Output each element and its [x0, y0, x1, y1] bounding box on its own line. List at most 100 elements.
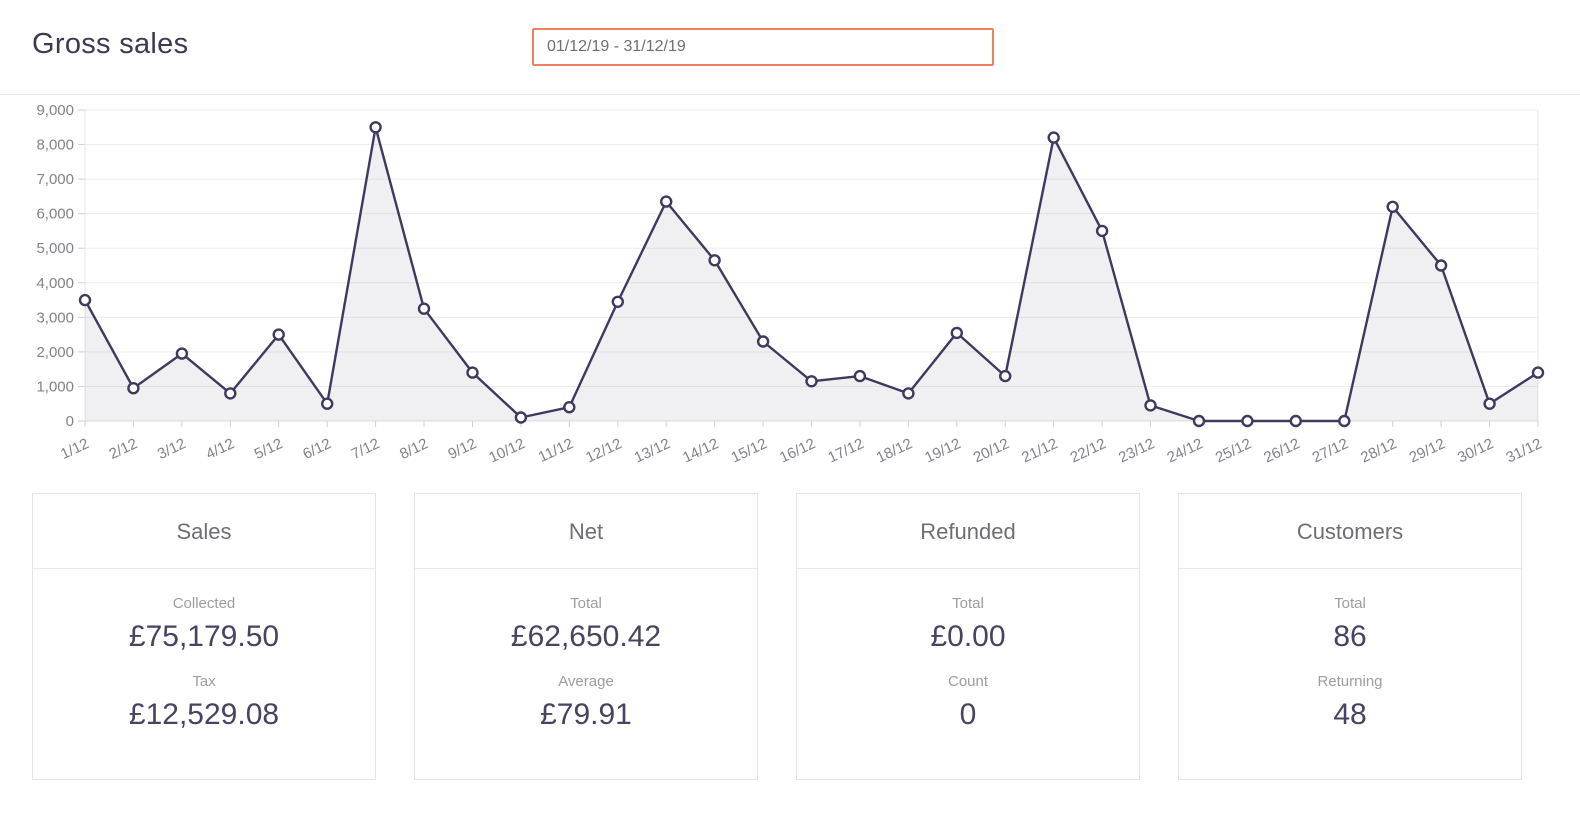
x-axis-label-22/12: 22/12 — [1068, 435, 1109, 466]
card-title-refunded: Refunded — [797, 494, 1139, 569]
summary-card-net: Net Total £62,650.42 Average £79.91 — [414, 493, 758, 780]
data-point-21/12[interactable] — [1047, 131, 1060, 144]
data-point-18/12[interactable] — [902, 387, 915, 400]
metric-value-net-total: £62,650.42 — [510, 620, 662, 653]
metric-label-average: Average — [558, 673, 614, 690]
data-point-30/12[interactable] — [1483, 397, 1496, 410]
data-point-13/12[interactable] — [660, 195, 673, 208]
x-axis-label-27/12: 27/12 — [1310, 435, 1351, 466]
data-point-7/12[interactable] — [369, 121, 382, 134]
gross-sales-dashboard: Gross sales 0 1,000 2,000 3,000 4,000 5,000 6,… — [0, 0, 1580, 780]
metric-label-net-total: Total — [570, 595, 602, 612]
y-axis-label-6,000: 6,000 — [36, 206, 74, 223]
x-axis-label-5/12: 5/12 — [252, 435, 286, 463]
y-axis-label-2,000: 2,000 — [36, 344, 74, 361]
data-point-2/12[interactable] — [127, 382, 140, 395]
data-point-20/12[interactable] — [999, 369, 1012, 383]
x-axis-label-4/12: 4/12 — [203, 435, 237, 463]
data-point-9/12[interactable] — [466, 366, 479, 379]
x-axis-label-9/12: 9/12 — [446, 435, 480, 463]
data-point-29/12[interactable] — [1434, 259, 1448, 272]
metric-value-returning: 48 — [1333, 698, 1367, 731]
x-axis-label-16/12: 16/12 — [777, 435, 818, 466]
data-point-1/12[interactable] — [78, 293, 92, 307]
y-axis-label-9,000: 9,000 — [36, 102, 74, 119]
x-axis-label-30/12: 30/12 — [1455, 435, 1496, 466]
x-axis-label-17/12: 17/12 — [825, 435, 866, 466]
x-axis-label-13/12: 13/12 — [632, 435, 673, 466]
x-axis-label-2/12: 2/12 — [106, 435, 140, 463]
data-point-17/12[interactable] — [853, 369, 867, 383]
card-body-sales: Collected £75,179.50 Tax £12,529.08 — [33, 569, 375, 732]
data-point-8/12[interactable] — [417, 302, 431, 315]
x-axis-label-12/12: 12/12 — [583, 435, 624, 466]
x-axis-label-10/12: 10/12 — [486, 435, 527, 466]
metric-value-collected: £75,179.50 — [128, 620, 280, 653]
y-axis-label-0: 0 — [66, 413, 74, 430]
x-axis-label-28/12: 28/12 — [1358, 435, 1399, 466]
summary-card-refunded: Refunded Total £0.00 Count 0 — [796, 493, 1140, 780]
data-point-24/12[interactable] — [1192, 414, 1206, 428]
card-title-net: Net — [415, 494, 757, 569]
data-point-5/12[interactable] — [272, 328, 285, 341]
page-header: Gross sales — [0, 0, 1580, 95]
data-point-11/12[interactable] — [563, 401, 576, 414]
metric-value-customers-total: 86 — [1333, 620, 1367, 653]
x-axis-label-25/12: 25/12 — [1213, 435, 1254, 466]
data-point-19/12[interactable] — [950, 326, 963, 340]
data-point-3/12[interactable] — [175, 347, 189, 360]
card-body-customers: Total 86 Returning 48 — [1179, 569, 1521, 732]
card-title-customers: Customers — [1179, 494, 1521, 569]
card-body-net: Total £62,650.42 Average £79.91 — [415, 569, 757, 732]
data-point-27/12[interactable] — [1338, 414, 1351, 428]
data-point-25/12[interactable] — [1241, 414, 1254, 428]
data-point-23/12[interactable] — [1144, 399, 1157, 412]
x-axis-label-8/12: 8/12 — [397, 435, 431, 463]
data-point-22/12[interactable] — [1095, 224, 1109, 238]
summary-cards: Sales Collected £75,179.50 Tax £12,529.0… — [0, 471, 1580, 780]
data-point-4/12[interactable] — [224, 387, 237, 400]
metric-label-tax: Tax — [192, 673, 216, 690]
metric-value-tax: £12,529.08 — [128, 698, 280, 731]
y-axis-label-8,000: 8,000 — [36, 137, 74, 154]
y-axis-label-4,000: 4,000 — [36, 275, 74, 292]
x-axis-label-23/12: 23/12 — [1116, 435, 1157, 466]
metric-value-refunded-total: £0.00 — [930, 620, 1006, 653]
x-axis-label-6/12: 6/12 — [300, 435, 334, 463]
data-point-26/12[interactable] — [1289, 414, 1303, 428]
y-axis-label-5,000: 5,000 — [36, 240, 74, 257]
data-point-31/12[interactable] — [1531, 366, 1545, 379]
x-axis-label-18/12: 18/12 — [874, 435, 915, 466]
date-range-input[interactable] — [532, 28, 994, 66]
x-axis-label-11/12: 11/12 — [536, 435, 576, 466]
summary-card-customers: Customers Total 86 Returning 48 — [1178, 493, 1522, 780]
metric-label-refunded-total: Total — [952, 595, 984, 612]
y-axis-label-3,000: 3,000 — [36, 309, 74, 326]
sales-chart-section: 0 1,000 2,000 3,000 4,000 5,000 6,000 7,000 8,00… — [0, 95, 1580, 471]
x-axis-label-29/12: 29/12 — [1407, 435, 1448, 466]
data-point-10/12[interactable] — [514, 411, 528, 424]
card-title-sales: Sales — [33, 494, 375, 569]
metric-value-average: £79.91 — [540, 698, 632, 731]
x-axis-label-3/12: 3/12 — [155, 435, 189, 463]
x-axis-label-1/12: 1/12 — [58, 435, 92, 463]
x-axis-label-31/12: 31/12 — [1503, 435, 1544, 466]
data-point-15/12[interactable] — [756, 335, 770, 348]
x-axis-label-21/12: 21/12 — [1019, 435, 1060, 466]
series-area-fill — [85, 127, 1538, 422]
card-body-refunded: Total £0.00 Count 0 — [797, 569, 1139, 732]
data-point-12/12[interactable] — [611, 295, 624, 309]
summary-card-sales: Sales Collected £75,179.50 Tax £12,529.0… — [32, 493, 376, 780]
data-point-6/12[interactable] — [321, 397, 334, 410]
x-axis-label-7/12: 7/12 — [349, 435, 383, 463]
data-point-14/12[interactable] — [708, 254, 721, 267]
y-axis-label-1,000: 1,000 — [36, 378, 74, 395]
metric-value-refund-count: 0 — [959, 698, 977, 731]
data-point-28/12[interactable] — [1386, 200, 1399, 214]
x-axis-label-15/12: 15/12 — [729, 435, 770, 466]
data-point-16/12[interactable] — [805, 375, 818, 388]
x-axis-label-19/12: 19/12 — [922, 435, 963, 466]
metric-label-customers-total: Total — [1334, 595, 1366, 612]
gross-sales-line-chart: 0 1,000 2,000 3,000 4,000 5,000 6,000 7,000 8,00… — [36, 102, 1545, 466]
metric-label-refund-count: Count — [947, 673, 989, 690]
